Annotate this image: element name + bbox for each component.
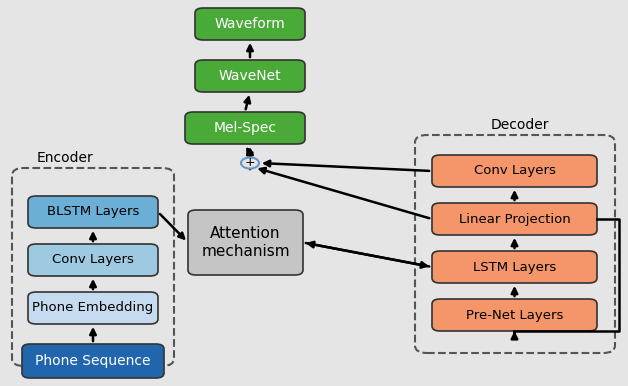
Text: Mel-Spec: Mel-Spec: [214, 121, 276, 135]
Text: Phone Sequence: Phone Sequence: [35, 354, 151, 368]
FancyBboxPatch shape: [195, 60, 305, 92]
FancyBboxPatch shape: [432, 299, 597, 331]
Text: Waveform: Waveform: [215, 17, 285, 31]
Text: Encoder: Encoder: [36, 151, 94, 165]
FancyBboxPatch shape: [432, 251, 597, 283]
FancyBboxPatch shape: [195, 8, 305, 40]
FancyBboxPatch shape: [432, 203, 597, 235]
FancyBboxPatch shape: [28, 292, 158, 324]
FancyBboxPatch shape: [28, 196, 158, 228]
Text: Conv Layers: Conv Layers: [474, 164, 555, 178]
Text: +: +: [245, 156, 256, 169]
Text: Decoder: Decoder: [490, 118, 550, 132]
Text: LSTM Layers: LSTM Layers: [473, 261, 556, 274]
Circle shape: [241, 157, 259, 169]
FancyBboxPatch shape: [22, 344, 164, 378]
Text: WaveNet: WaveNet: [219, 69, 281, 83]
Text: Phone Embedding: Phone Embedding: [33, 301, 154, 315]
Text: BLSTM Layers: BLSTM Layers: [47, 205, 139, 218]
FancyBboxPatch shape: [432, 155, 597, 187]
Text: Pre-Net Layers: Pre-Net Layers: [466, 308, 563, 322]
Text: Attention
mechanism: Attention mechanism: [201, 226, 290, 259]
Text: Linear Projection: Linear Projection: [458, 213, 570, 225]
Text: Conv Layers: Conv Layers: [52, 254, 134, 266]
FancyBboxPatch shape: [188, 210, 303, 275]
FancyBboxPatch shape: [185, 112, 305, 144]
FancyBboxPatch shape: [28, 244, 158, 276]
